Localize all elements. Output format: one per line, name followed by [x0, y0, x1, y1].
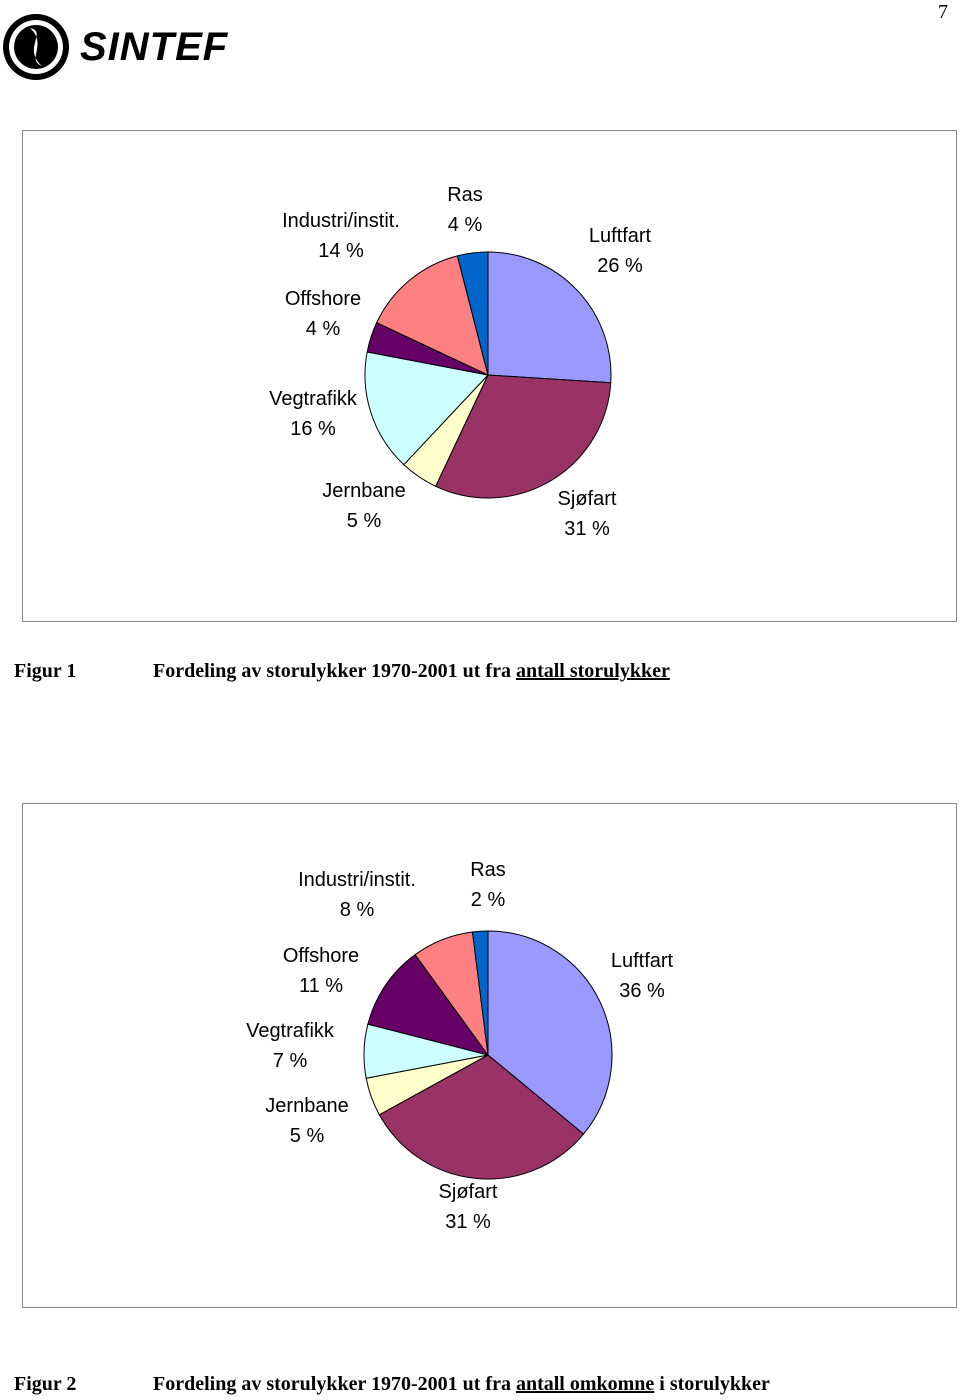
logo-text: SINTEF: [80, 25, 229, 69]
slice-category: Sjøfart: [558, 488, 617, 510]
pie-slice: [376, 255, 489, 376]
slice-value-label: 4 %: [448, 214, 483, 236]
slice-category: Sjøfart: [439, 1181, 498, 1203]
slice-category: Jernbane: [322, 480, 405, 502]
slice-value-label: 16 %: [290, 418, 336, 440]
slice-value-label: 7 %: [273, 1050, 308, 1072]
slice-value-label: 5 %: [347, 510, 382, 532]
slice-category: Offshore: [283, 945, 359, 967]
pie-slice: [378, 1054, 585, 1180]
slice-value-label: 4 %: [306, 318, 341, 340]
slice-category: Vegtrafikk: [246, 1020, 335, 1042]
slice-value-label: 11 %: [299, 975, 343, 997]
logo-icon: [3, 14, 69, 80]
slice-value-label: 31 %: [445, 1211, 491, 1233]
caption-label: Figur 2: [14, 1373, 77, 1395]
pie-slice: [487, 251, 612, 384]
page-number: 7: [938, 1, 948, 23]
caption-part: i storulykker: [654, 1373, 770, 1395]
caption-part: antall storulykker: [515, 660, 670, 682]
slice-value-label: 2 %: [471, 889, 506, 911]
chart-frame: [22, 803, 957, 1308]
chart-frame: [22, 130, 957, 622]
slice-value-label: 36 %: [619, 980, 665, 1002]
slice-category: Luftfart: [589, 225, 652, 247]
slice-category: Offshore: [285, 288, 361, 310]
slice-category: Ras: [470, 859, 506, 881]
slice-category: Vegtrafikk: [269, 388, 358, 410]
slice-category: Jernbane: [265, 1095, 348, 1117]
pie-slice: [471, 930, 489, 1056]
pie-slice: [456, 251, 489, 376]
caption-text: Fordeling av storulykker 1970-2001 ut fr…: [153, 660, 670, 683]
slice-value-label: 14 %: [318, 240, 364, 262]
caption-part: antall omkomne: [515, 1373, 655, 1395]
slice-value-label: 26 %: [597, 255, 643, 277]
slice-value-label: 5 %: [290, 1125, 325, 1147]
caption-part: Fordeling av storulykker 1970-2001 ut fr…: [153, 660, 516, 682]
pie-slice: [487, 930, 613, 1135]
pie-slice: [364, 351, 489, 466]
slice-category: Industri/instit.: [298, 869, 416, 891]
pie-slice: [434, 374, 612, 499]
slice-category: Ras: [447, 184, 483, 206]
slice-value-label: 8 %: [340, 899, 375, 921]
slice-category: Luftfart: [611, 950, 674, 972]
slice-value-label: 31 %: [564, 518, 610, 540]
caption-part: Fordeling av storulykker 1970-2001 ut fr…: [153, 1373, 516, 1395]
caption-text: Fordeling av storulykker 1970-2001 ut fr…: [153, 1373, 770, 1396]
pie-slice: [367, 953, 490, 1056]
caption-label: Figur 1: [14, 660, 77, 682]
slice-category: Industri/instit.: [282, 210, 400, 232]
